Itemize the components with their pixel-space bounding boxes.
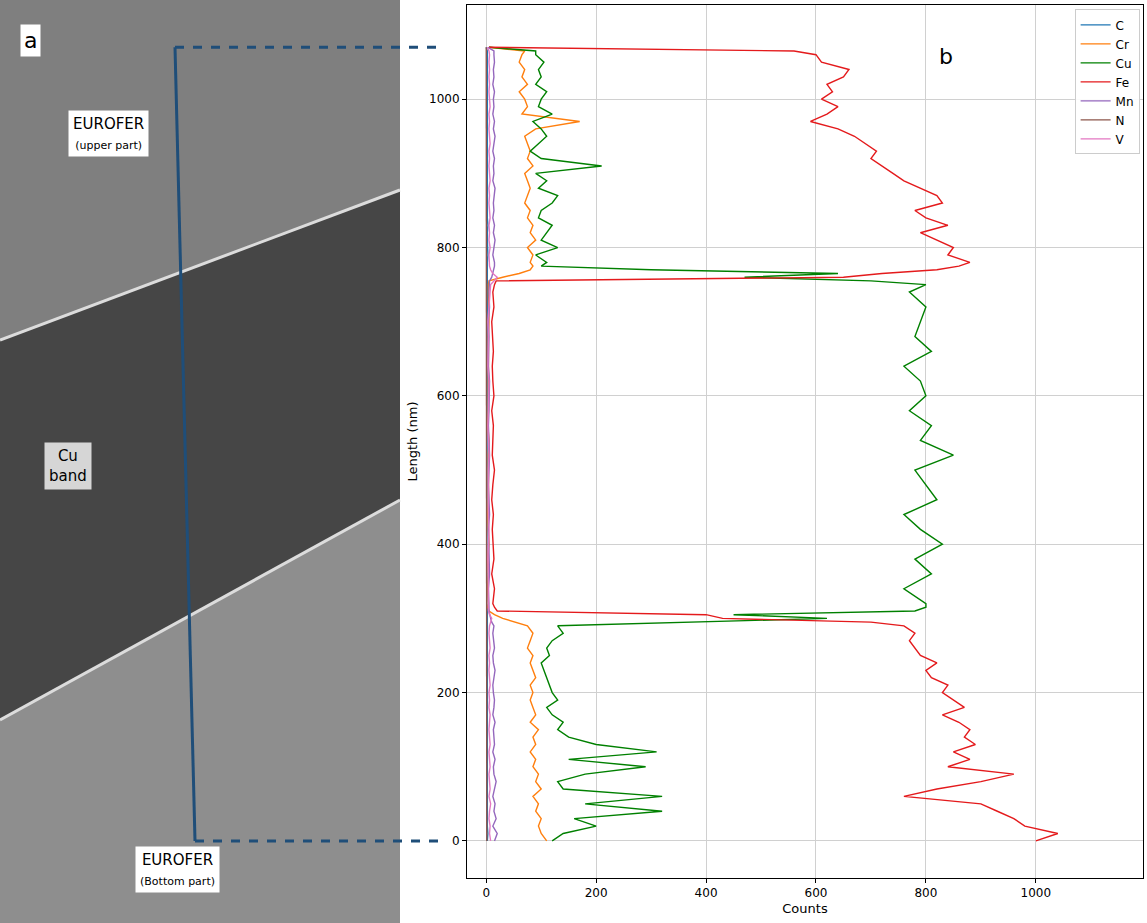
- svg-text:600: 600: [805, 886, 828, 900]
- svg-text:400: 400: [695, 886, 718, 900]
- svg-text:Fe: Fe: [1116, 76, 1130, 90]
- svg-text:Length (nm): Length (nm): [405, 401, 420, 481]
- svg-text:200: 200: [437, 686, 460, 700]
- svg-text:1000: 1000: [429, 92, 460, 106]
- svg-text:Cuband: Cuband: [49, 447, 87, 485]
- svg-text:0: 0: [482, 886, 490, 900]
- svg-text:1000: 1000: [1021, 886, 1052, 900]
- svg-text:800: 800: [914, 886, 937, 900]
- svg-text:400: 400: [437, 537, 460, 551]
- svg-text:C: C: [1116, 19, 1124, 33]
- svg-text:Cr: Cr: [1116, 38, 1129, 52]
- svg-text:600: 600: [437, 389, 460, 403]
- svg-text:Mn: Mn: [1116, 95, 1134, 109]
- svg-text:Cu: Cu: [1116, 57, 1132, 71]
- svg-text:a: a: [24, 28, 37, 53]
- svg-text:b: b: [939, 44, 953, 69]
- svg-text:800: 800: [437, 241, 460, 255]
- svg-text:0: 0: [452, 834, 460, 848]
- svg-text:Counts: Counts: [782, 901, 828, 916]
- svg-text:EUROFER(upper part): EUROFER(upper part): [73, 115, 144, 152]
- svg-text:EUROFER(Bottom part): EUROFER(Bottom part): [140, 851, 215, 888]
- svg-text:200: 200: [585, 886, 608, 900]
- svg-text:V: V: [1116, 133, 1125, 147]
- svg-text:N: N: [1116, 114, 1125, 128]
